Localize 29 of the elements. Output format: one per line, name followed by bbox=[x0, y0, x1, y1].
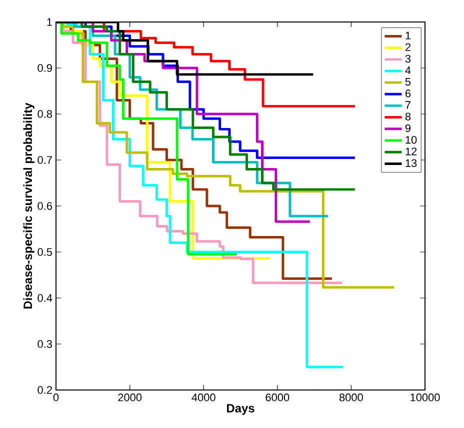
x-tick-label: 0 bbox=[53, 394, 59, 402]
x-tick-label: 4000 bbox=[192, 394, 216, 402]
y-tick-label: 0.6 bbox=[38, 202, 52, 210]
legend-label: 7 bbox=[405, 101, 410, 109]
y-tick-label: 1 bbox=[47, 18, 52, 26]
legend-label: 3 bbox=[405, 54, 411, 63]
legend-label: 12 bbox=[406, 148, 417, 156]
legend-label: 4 bbox=[405, 66, 411, 74]
x-axis-title: Days bbox=[227, 404, 254, 415]
legend-label: 6 bbox=[405, 90, 411, 98]
y-tick-label: 0.2 bbox=[38, 386, 52, 394]
y-tick-label: 0.8 bbox=[38, 110, 52, 118]
legend-label: 2 bbox=[405, 43, 410, 51]
y-tick-label: 0.3 bbox=[38, 340, 52, 348]
y-tick-label: 0.4 bbox=[38, 294, 52, 302]
y-tick-label: 0.9 bbox=[38, 64, 52, 72]
legend-label: 9 bbox=[405, 124, 411, 132]
y-axis-title: Disease-specific survival probability bbox=[23, 102, 34, 309]
legend-label: 5 bbox=[405, 78, 411, 86]
legend-label: 10 bbox=[406, 136, 417, 144]
y-tick-label: 0.7 bbox=[38, 156, 52, 164]
x-tick-label: 6000 bbox=[266, 394, 290, 402]
x-tick-label: 2000 bbox=[118, 394, 142, 402]
x-tick-label: 8000 bbox=[339, 394, 363, 402]
legend-label: 8 bbox=[405, 112, 411, 120]
legend-label: 1 bbox=[406, 32, 410, 40]
x-tick-label: 10000 bbox=[410, 394, 440, 402]
y-tick-label: 0.5 bbox=[38, 248, 52, 256]
legend-label: 13 bbox=[406, 159, 417, 167]
